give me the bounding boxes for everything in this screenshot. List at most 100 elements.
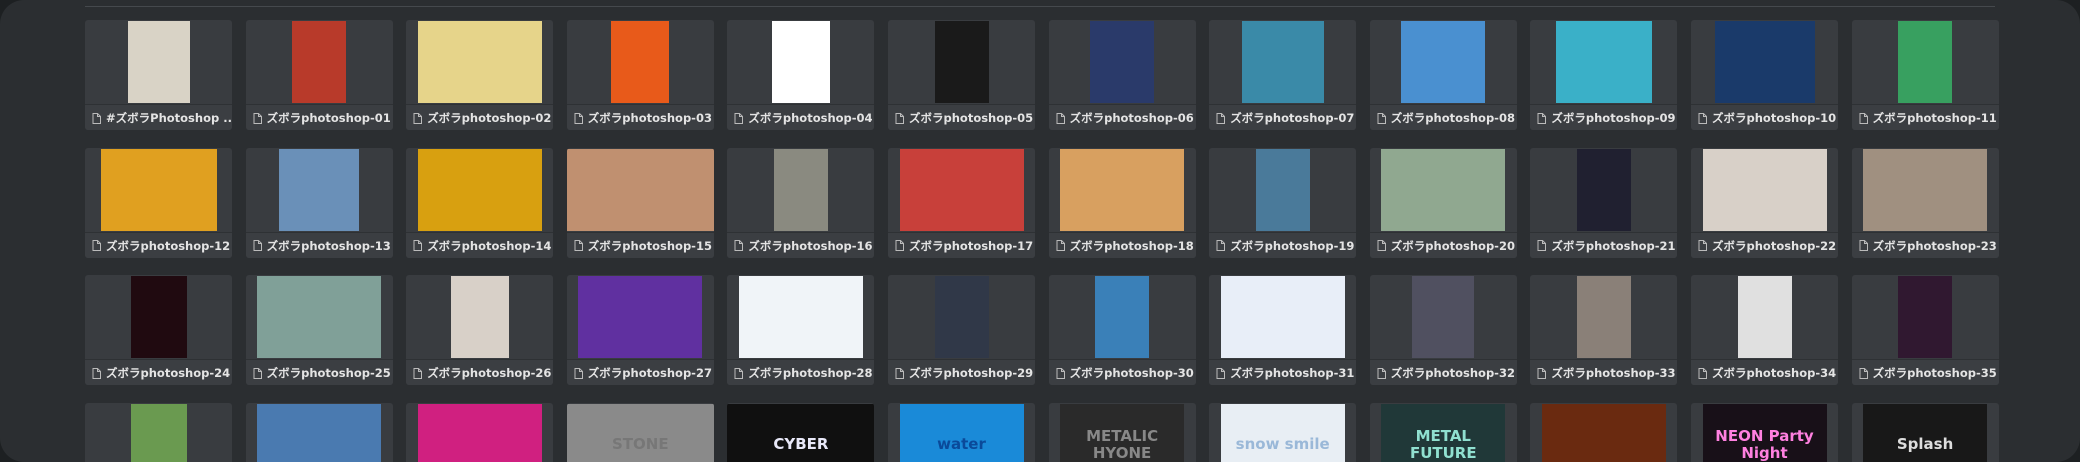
file-name: ズボラphotoshop-19 xyxy=(1230,238,1355,253)
file-item[interactable]: ズボラphotoshop-18 xyxy=(1048,147,1196,258)
file-item[interactable]: ズボラphotoshop-02 xyxy=(406,20,554,130)
file-item[interactable]: ズボラphotoshop-31 xyxy=(1209,275,1357,385)
file-icon xyxy=(895,112,904,124)
file-item[interactable]: ズボラphotoshop-26 xyxy=(406,275,554,385)
thumbnail xyxy=(1049,20,1196,104)
file-item[interactable]: ズボラphotoshop-17 xyxy=(888,147,1035,258)
thumbnail-image xyxy=(566,148,714,231)
thumbnail xyxy=(1691,275,1838,359)
thumbnail-image: snow smile xyxy=(1220,403,1345,462)
thumbnail-image xyxy=(1095,276,1150,358)
file-item[interactable]: NEON Party Night xyxy=(1691,402,1838,462)
file-name: ズボラphotoshop-28 xyxy=(748,366,873,380)
file-icon xyxy=(1216,367,1226,379)
file-icon xyxy=(1056,367,1065,379)
file-item[interactable]: ズボラphotoshop-07 xyxy=(1209,20,1357,130)
file-item[interactable]: ズボラphotoshop-21 xyxy=(1530,147,1678,258)
file-item[interactable]: METALIC HYONE xyxy=(1048,402,1196,462)
file-icon xyxy=(253,240,262,251)
thumbnail-image xyxy=(1401,21,1486,103)
file-icon xyxy=(1859,367,1868,379)
thumbnail xyxy=(246,275,393,359)
file-name: ズボラphotoshop-32 xyxy=(1390,366,1515,380)
file-name: ズボラphotoshop-13 xyxy=(266,238,391,253)
file-item[interactable]: ズボラphotoshop-09 xyxy=(1530,20,1678,130)
thumbnail xyxy=(406,20,553,104)
file-label: ズボラphotoshop-20 xyxy=(1369,231,1517,258)
file-item[interactable]: STONE xyxy=(566,402,714,462)
file-item[interactable]: ズボラphotoshop-30 xyxy=(1048,275,1196,385)
file-item[interactable]: Splash xyxy=(1851,402,1999,462)
file-item[interactable]: ズボラphotoshop-23 xyxy=(1851,147,1999,258)
file-name: ズボラphotoshop-08 xyxy=(1390,111,1515,125)
file-item[interactable]: ズボラphotoshop-12 xyxy=(85,147,232,258)
file-item[interactable] xyxy=(406,402,554,462)
file-item[interactable]: METAL FUTURE xyxy=(1369,402,1517,462)
thumbnail xyxy=(85,275,232,359)
file-icon xyxy=(734,367,744,379)
thumbnail-image xyxy=(100,148,217,231)
thumbnail-image xyxy=(127,21,190,103)
file-item[interactable]: ズボラphotoshop-29 xyxy=(888,275,1035,385)
file-icon xyxy=(574,112,583,124)
file-item[interactable]: water xyxy=(888,402,1035,462)
file-item[interactable] xyxy=(245,402,393,462)
file-item[interactable]: ズボラphotoshop-32 xyxy=(1369,275,1517,385)
file-item[interactable]: ズボラphotoshop-15 xyxy=(566,147,714,258)
file-icon xyxy=(1698,240,1707,251)
file-item[interactable]: ズボラphotoshop-33 xyxy=(1530,275,1678,385)
file-label: ズボラphotoshop-18 xyxy=(1048,231,1196,258)
file-icon xyxy=(1377,240,1386,251)
file-item[interactable]: ズボラphotoshop-25 xyxy=(245,275,393,385)
file-item[interactable]: ズボラphotoshop-08 xyxy=(1369,20,1517,130)
file-item[interactable]: snow smile xyxy=(1209,402,1357,462)
thumbnail-image xyxy=(771,21,830,103)
file-item[interactable]: ズボラphotoshop-24 xyxy=(85,275,232,385)
file-item[interactable]: ズボラphotoshop-04 xyxy=(727,20,875,130)
thumbnail xyxy=(1209,148,1356,232)
thumbnail xyxy=(888,20,1035,104)
file-name: ズボラphotoshop-02 xyxy=(427,111,552,125)
file-item[interactable]: ズボラphotoshop-35 xyxy=(1851,275,1999,385)
file-name: ズボラphotoshop-20 xyxy=(1390,238,1515,253)
file-label: ズボラphotoshop-34 xyxy=(1691,359,1838,385)
file-item[interactable]: ズボラphotoshop-14 xyxy=(406,147,554,258)
file-item[interactable]: ズボラphotoshop-05 xyxy=(888,20,1035,130)
file-item[interactable]: ズボラphotoshop-34 xyxy=(1691,275,1838,385)
thumbnail xyxy=(85,20,232,104)
file-label: ズボラphotoshop-01 xyxy=(245,104,393,130)
file-item[interactable]: ズボラphotoshop-28 xyxy=(727,275,875,385)
thumbnail-image: Splash xyxy=(1863,403,1988,462)
file-label: ズボラphotoshop-06 xyxy=(1048,104,1196,130)
file-item[interactable]: #ズボラPhotoshop ... xyxy=(85,20,232,130)
file-item[interactable] xyxy=(1530,402,1678,462)
file-item[interactable]: CYBER xyxy=(727,402,875,462)
file-item[interactable]: ズボラphotoshop-06 xyxy=(1048,20,1196,130)
file-item[interactable]: ズボラphotoshop-20 xyxy=(1369,147,1517,258)
file-item[interactable]: ズボラphotoshop-27 xyxy=(566,275,714,385)
file-icon xyxy=(92,367,101,379)
thumbnail xyxy=(567,275,714,359)
thumbnail xyxy=(1691,148,1838,232)
file-item[interactable] xyxy=(85,402,232,462)
file-item[interactable]: ズボラphotoshop-11 xyxy=(1851,20,1999,130)
file-label: ズボラphotoshop-27 xyxy=(566,359,714,385)
file-label: ズボラphotoshop-09 xyxy=(1530,104,1678,130)
file-label: ズボラphotoshop-13 xyxy=(245,231,393,258)
file-icon xyxy=(734,240,744,251)
file-item[interactable]: ズボラphotoshop-10 xyxy=(1691,20,1838,130)
thumbnail xyxy=(1049,275,1196,359)
file-item[interactable]: ズボラphotoshop-03 xyxy=(566,20,714,130)
file-item[interactable]: ズボラphotoshop-01 xyxy=(245,20,393,130)
file-item[interactable]: ズボラphotoshop-13 xyxy=(245,147,393,258)
file-item[interactable]: ズボラphotoshop-19 xyxy=(1209,147,1357,258)
file-label: #ズボラPhotoshop ... xyxy=(85,104,232,130)
file-icon xyxy=(1698,112,1707,124)
thumbnail: NEON Party Night xyxy=(1691,403,1838,462)
file-label: ズボラphotoshop-29 xyxy=(888,359,1035,385)
file-item[interactable]: ズボラphotoshop-16 xyxy=(727,147,875,258)
thumbnail-image xyxy=(1541,403,1666,462)
thumbnail-image xyxy=(773,148,828,231)
file-item[interactable]: ズボラphotoshop-22 xyxy=(1691,147,1838,258)
file-name: ズボラphotoshop-18 xyxy=(1069,238,1194,253)
